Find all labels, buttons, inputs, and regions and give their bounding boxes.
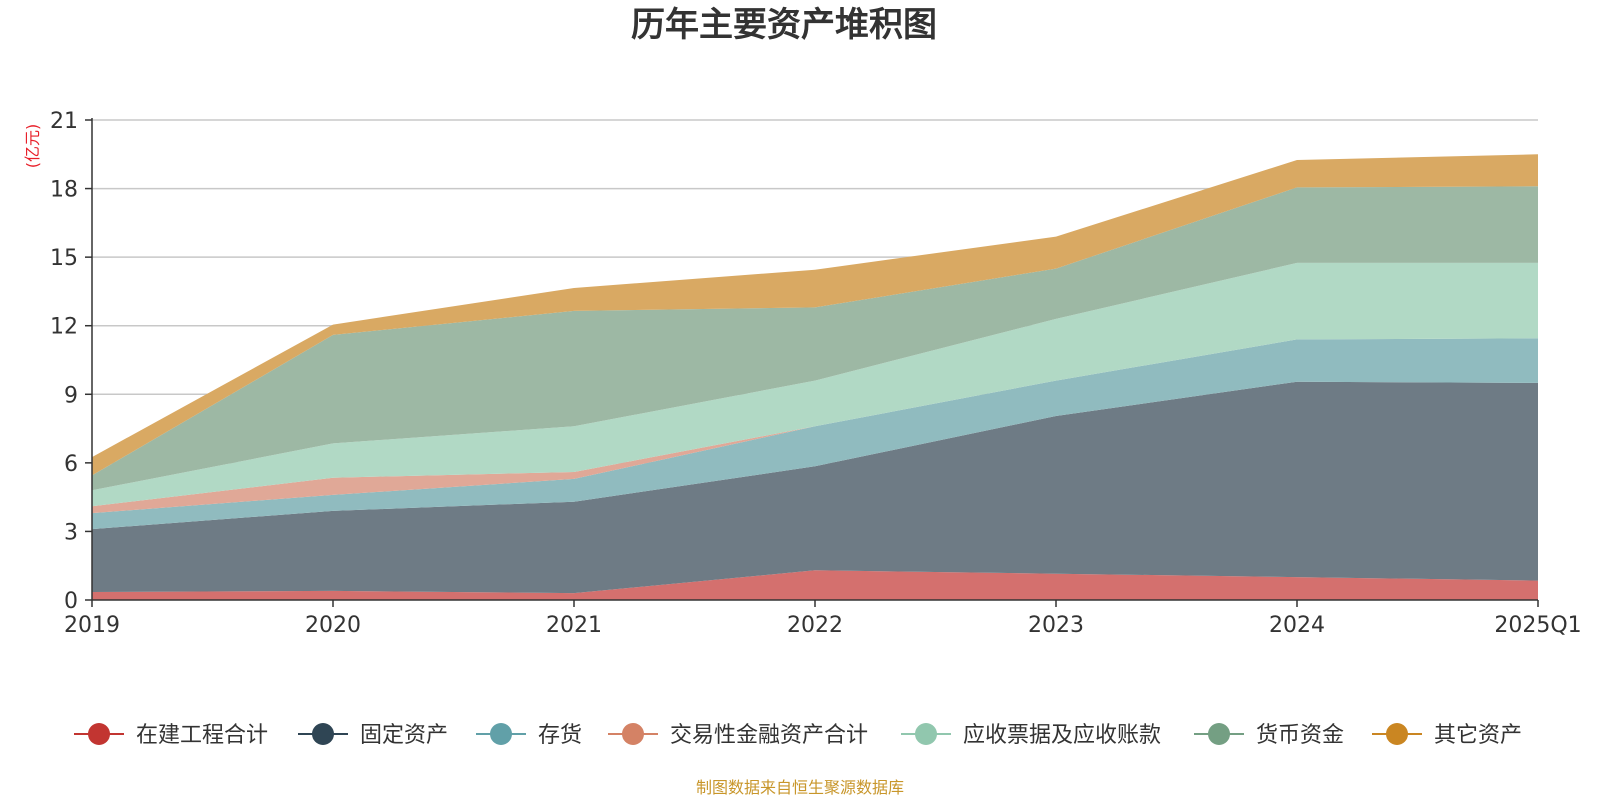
legend-marker-icon: [622, 723, 644, 745]
x-tick-label: 2022: [787, 613, 843, 638]
y-axis-unit: (亿元): [23, 124, 42, 169]
area-固定资产: [92, 381, 1538, 594]
legend[interactable]: 在建工程合计 固定资产 存货 交易性金融资产合计 应收票据及应收账款 货币资金 其它资产: [74, 723, 1522, 748]
y-tick-label: 18: [50, 178, 78, 203]
x-tick-label: 2021: [546, 613, 602, 638]
legend-item[interactable]: 在建工程合计: [74, 723, 268, 748]
legend-item[interactable]: 固定资产: [298, 723, 448, 748]
y-tick-label: 15: [50, 246, 78, 271]
legend-item[interactable]: 其它资产: [1372, 723, 1522, 748]
x-tick-label: 2025Q1: [1494, 613, 1581, 638]
legend-marker-icon: [1386, 723, 1408, 745]
legend-item[interactable]: 存货: [476, 723, 582, 748]
y-tick-label: 6: [64, 452, 78, 477]
area-货币资金: [92, 186, 1538, 491]
area-存货: [92, 338, 1538, 530]
y-tick-label: 9: [64, 383, 78, 408]
legend-marker-icon: [312, 723, 334, 745]
area-在建工程合计: [92, 570, 1538, 600]
area-其它资产: [92, 154, 1538, 476]
legend-label: 在建工程合计: [136, 723, 268, 748]
y-tick-label: 12: [50, 315, 78, 340]
legend-label: 交易性金融资产合计: [670, 723, 868, 748]
legend-item[interactable]: 交易性金融资产合计: [608, 723, 868, 748]
y-tick-label: 21: [50, 109, 78, 134]
axes: 0 3 6 9 12 15 18 21 2019 2020 2021 2022 2023 2024 2025…: [50, 109, 1582, 638]
legend-label: 应收票据及应收账款: [963, 723, 1161, 748]
x-tick-label: 2019: [64, 613, 120, 638]
x-tick-label: 2023: [1028, 613, 1084, 638]
legend-marker-icon: [915, 723, 937, 745]
legend-label: 存货: [538, 723, 582, 748]
data-source-note: 制图数据来自恒生聚源数据库: [696, 778, 904, 797]
legend-marker-icon: [88, 723, 110, 745]
legend-item[interactable]: 应收票据及应收账款: [901, 723, 1161, 748]
x-tick-label: 2024: [1269, 613, 1325, 638]
legend-item[interactable]: 货币资金: [1194, 723, 1344, 748]
chart-title: 历年主要资产堆积图: [631, 5, 937, 45]
area-series: [92, 154, 1538, 600]
legend-label: 其它资产: [1434, 723, 1522, 748]
legend-label: 货币资金: [1256, 723, 1344, 748]
y-tick-label: 0: [64, 589, 78, 614]
area-交易性金融资产合计: [92, 338, 1538, 514]
x-tick-label: 2020: [305, 613, 361, 638]
legend-marker-icon: [1208, 723, 1230, 745]
legend-label: 固定资产: [360, 723, 448, 748]
y-tick-label: 3: [64, 520, 78, 545]
legend-marker-icon: [490, 723, 512, 745]
area-应收票据及应收账款: [92, 262, 1538, 507]
